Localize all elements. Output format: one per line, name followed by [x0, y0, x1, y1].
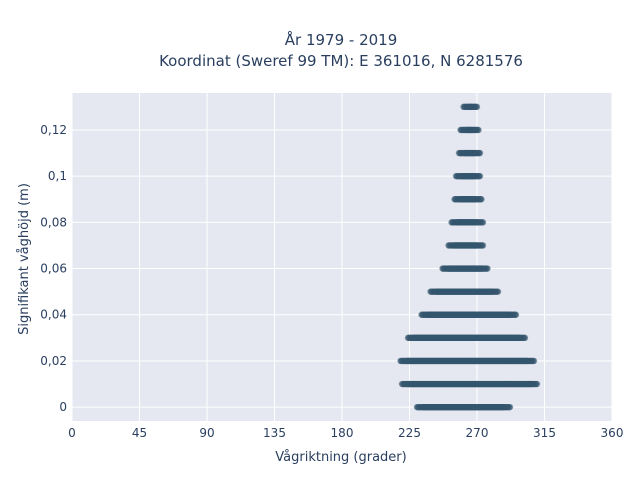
chart-title-line-1: År 1979 - 2019 [285, 30, 398, 49]
data-point [479, 242, 487, 249]
data-point [473, 103, 481, 111]
data-point [506, 403, 514, 411]
x-tick-label: 315 [533, 426, 556, 440]
x-tick-label: 45 [132, 426, 147, 440]
data-point [533, 380, 541, 388]
y-tick-label: 0,06 [40, 262, 67, 276]
x-tick-label: 180 [331, 426, 354, 440]
data-point [494, 288, 502, 295]
x-tick-label: 135 [263, 426, 286, 440]
data-points [397, 103, 541, 411]
data-point [478, 196, 485, 203]
data-point [476, 172, 484, 180]
y-axis-label: Signifikant våghöjd (m) [17, 183, 32, 335]
x-tick-label: 225 [398, 426, 421, 440]
y-tick-label: 0,02 [40, 354, 67, 368]
y-tick-label: 0,04 [40, 308, 67, 322]
x-tick-label: 90 [199, 426, 214, 440]
y-gridlines [72, 129, 612, 408]
x-tick-labels: 0 45 90 135 180 225 270 315 360 [68, 426, 623, 440]
data-point [530, 357, 538, 365]
y-tick-labels: 0 0,02 0,04 0,06 0,08 0,1 0,12 [40, 123, 67, 414]
data-point [484, 265, 491, 272]
data-point [476, 149, 484, 157]
x-tick-label: 0 [68, 426, 76, 440]
y-tick-label: 0 [59, 400, 67, 414]
data-point [512, 311, 520, 318]
data-point [475, 126, 482, 134]
chart-title-line-2: Koordinat (Sweref 99 TM): E 361016, N 62… [159, 52, 523, 70]
x-tick-label: 270 [466, 426, 489, 440]
y-tick-label: 0,12 [40, 123, 67, 137]
y-tick-label: 0,1 [48, 169, 67, 183]
x-gridlines [71, 93, 613, 421]
x-axis-label: Vågriktning (grader) [275, 450, 406, 465]
x-tick-label: 360 [601, 426, 624, 440]
data-point [479, 219, 487, 226]
data-point [521, 334, 529, 342]
y-tick-label: 0,08 [40, 215, 67, 229]
